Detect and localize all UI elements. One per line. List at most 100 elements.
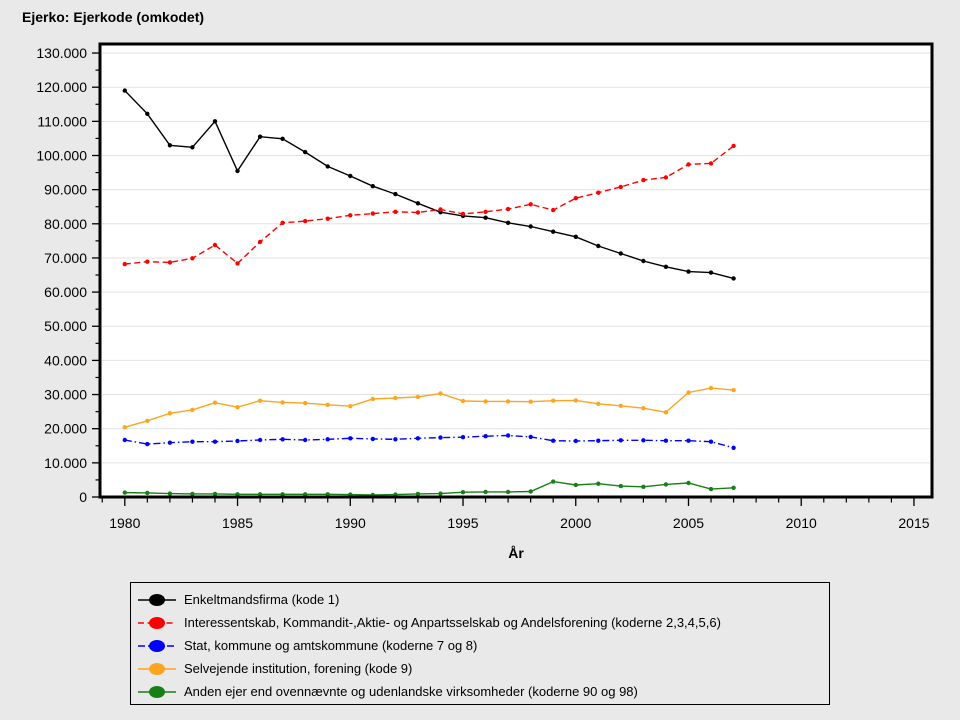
- data-point: [686, 480, 691, 486]
- data-point: [618, 184, 623, 190]
- legend-label: Selvejende institution, forening (kode 9…: [184, 661, 413, 676]
- data-point: [596, 190, 601, 195]
- legend-marker-icon: [138, 593, 176, 606]
- data-point: [393, 395, 398, 401]
- data-point: [438, 207, 443, 212]
- data-point: [257, 134, 263, 139]
- data-point: [708, 270, 714, 275]
- data-point: [122, 425, 128, 430]
- data-point: [235, 168, 240, 174]
- series-line: [124, 90, 734, 280]
- data-point: [551, 229, 556, 234]
- data-point: [708, 161, 714, 166]
- data-point: [505, 489, 511, 495]
- data-point: [167, 491, 173, 496]
- x-tick-label: 2005: [673, 515, 704, 531]
- data-point: [370, 211, 375, 216]
- data-point: [122, 261, 128, 267]
- data-point: [663, 410, 669, 415]
- data-point: [663, 264, 669, 269]
- series-line: [124, 387, 734, 428]
- data-point: [235, 438, 240, 444]
- data-point: [438, 435, 443, 440]
- data-point: [235, 405, 240, 410]
- data-point: [731, 387, 736, 393]
- series-line: [124, 145, 735, 265]
- data-point: [235, 261, 240, 266]
- data-point: [415, 436, 421, 441]
- plot-area: [100, 44, 932, 497]
- data-point: [551, 207, 556, 213]
- data-point: [686, 269, 691, 274]
- data-point: [483, 434, 488, 439]
- data-point: [415, 394, 421, 400]
- data-point: [618, 483, 623, 489]
- data-point: [573, 398, 578, 403]
- data-point: [348, 404, 353, 409]
- data-point: [370, 396, 375, 402]
- data-point: [573, 438, 578, 444]
- data-point: [212, 491, 218, 497]
- data-point: [618, 403, 623, 408]
- data-point: [122, 437, 128, 443]
- data-point: [641, 177, 646, 183]
- data-point: [167, 440, 173, 445]
- plot-frame: [98, 42, 934, 499]
- data-point: [257, 239, 263, 245]
- y-tick-label: 60.000: [44, 284, 87, 300]
- data-point: [483, 489, 488, 495]
- data-point: [393, 209, 398, 214]
- data-point: [325, 492, 330, 497]
- data-point: [122, 88, 128, 93]
- x-tick-label: 2000: [560, 515, 591, 531]
- data-point: [280, 220, 285, 225]
- data-point: [122, 490, 128, 495]
- data-point: [280, 400, 285, 405]
- data-point: [573, 234, 578, 239]
- data-point: [731, 485, 736, 490]
- y-tick-label: 90.000: [44, 182, 87, 198]
- x-tick-label: 1990: [335, 515, 366, 531]
- data-point: [325, 437, 330, 442]
- data-point: [303, 437, 308, 443]
- y-tick-label: 120.000: [36, 79, 87, 95]
- data-point: [145, 259, 150, 264]
- data-point: [483, 215, 488, 220]
- data-point: [348, 213, 353, 218]
- data-point: [460, 211, 466, 217]
- data-point: [731, 276, 736, 281]
- y-tick-label: 80.000: [44, 216, 87, 232]
- data-point: [145, 111, 150, 117]
- y-tick-label: 40.000: [44, 352, 87, 368]
- data-point: [145, 490, 150, 496]
- y-tick-label: 130.000: [36, 45, 87, 61]
- data-point: [596, 243, 601, 249]
- data-point: [190, 407, 195, 413]
- line-chart: 0 10.000 20.000 30.000 40.000 50.000 60.000 70.…: [36, 42, 934, 561]
- data-point: [280, 136, 285, 141]
- x-tick-label: 2015: [898, 515, 929, 531]
- y-tick-label: 100.000: [36, 147, 87, 163]
- data-point: [190, 439, 195, 444]
- legend-label: Anden ejer end ovennævnte og udenlandske…: [184, 684, 638, 699]
- data-point: [415, 210, 421, 215]
- y-tick-label: 20.000: [44, 421, 87, 437]
- legend-marker-icon: [138, 662, 176, 675]
- data-point: [348, 436, 353, 441]
- data-point: [280, 437, 285, 442]
- data-point: [370, 184, 375, 189]
- data-point: [303, 492, 308, 497]
- data-point: [708, 439, 714, 444]
- data-point: [190, 145, 195, 150]
- data-point: [415, 491, 421, 497]
- data-point: [460, 490, 466, 495]
- legend-label: Stat, kommune og amtskommune (koderne 7 …: [184, 638, 478, 653]
- y-tick-label: 30.000: [44, 387, 87, 403]
- data-point: [167, 411, 173, 416]
- data-point: [505, 433, 511, 438]
- data-point: [573, 196, 578, 201]
- data-point: [235, 492, 240, 497]
- data-point: [708, 486, 714, 492]
- data-point: [663, 175, 669, 180]
- data-point: [505, 206, 511, 212]
